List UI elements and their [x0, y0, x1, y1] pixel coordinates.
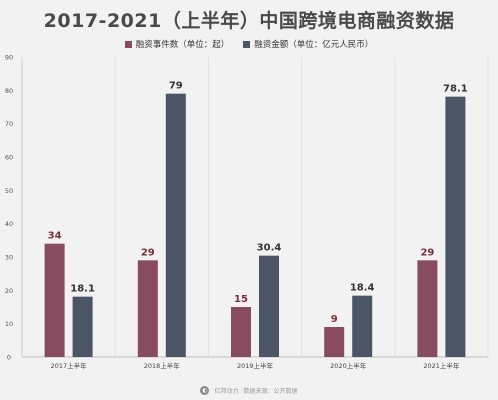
y-tick-label: 80 [5, 87, 13, 95]
x-tick-label: 2017上半年 [51, 361, 88, 370]
data-label-amount: 30.4 [257, 243, 282, 254]
legend-swatch-amount [243, 40, 251, 48]
bar-amount [259, 255, 279, 357]
legend-label-amount: 融资金额（单位：亿元人民币） [254, 40, 374, 50]
data-label-count: 29 [141, 247, 155, 258]
x-tick-label: 2018上半年 [144, 361, 181, 370]
y-tick-label: 30 [5, 254, 13, 262]
y-tick-label: 70 [5, 120, 13, 128]
footer-brand: 亿邦动力 [214, 388, 239, 395]
data-label-count: 34 [48, 231, 62, 242]
legend-item-count: 融资事件数（单位：起） [124, 38, 230, 50]
y-tick-label: 90 [5, 54, 13, 62]
x-tick-label: 2019上半年 [237, 361, 274, 370]
data-label-count: 9 [331, 314, 338, 325]
y-tick-label: 20 [5, 287, 13, 295]
footer-source: 数据来源：公开数据 [243, 388, 298, 395]
footer: ◐ 亿邦动力 数据来源：公开数据 [0, 386, 498, 395]
bar-count [137, 260, 158, 357]
data-label-count: 15 [234, 294, 248, 305]
bar-count [417, 260, 438, 357]
y-tick-label: 40 [5, 220, 13, 228]
y-tick-label: 0 [7, 354, 11, 362]
data-label-amount: 79 [169, 81, 183, 92]
bar-count [324, 327, 345, 357]
data-label-amount: 18.4 [350, 283, 375, 294]
data-label-count: 29 [420, 247, 434, 258]
bar-amount [445, 96, 466, 358]
legend-item-amount: 融资金额（单位：亿元人民币） [243, 38, 373, 50]
y-tick-label: 10 [5, 320, 13, 328]
y-tick-label: 50 [5, 187, 13, 195]
x-tick-label: 2020上半年 [330, 361, 367, 370]
legend: 融资事件数（单位：起） 融资金额（单位：亿元人民币） [0, 38, 498, 50]
chart-title: 2017-2021（上半年）中国跨境电商融资数据 [43, 10, 455, 32]
x-tick-label: 2021上半年 [423, 361, 460, 370]
bar-count [231, 307, 251, 357]
data-label-amount: 78.1 [443, 84, 468, 95]
legend-label-count: 融资事件数（单位：起） [135, 40, 230, 50]
bar-amount [165, 93, 186, 358]
brand-logo-icon: ◐ [200, 386, 210, 395]
bar-amount [72, 296, 93, 357]
data-label-amount: 18.1 [70, 284, 95, 295]
bar-amount [352, 295, 373, 357]
y-tick-label: 60 [5, 154, 13, 162]
legend-swatch-count [124, 40, 132, 48]
bar-count [44, 243, 65, 357]
